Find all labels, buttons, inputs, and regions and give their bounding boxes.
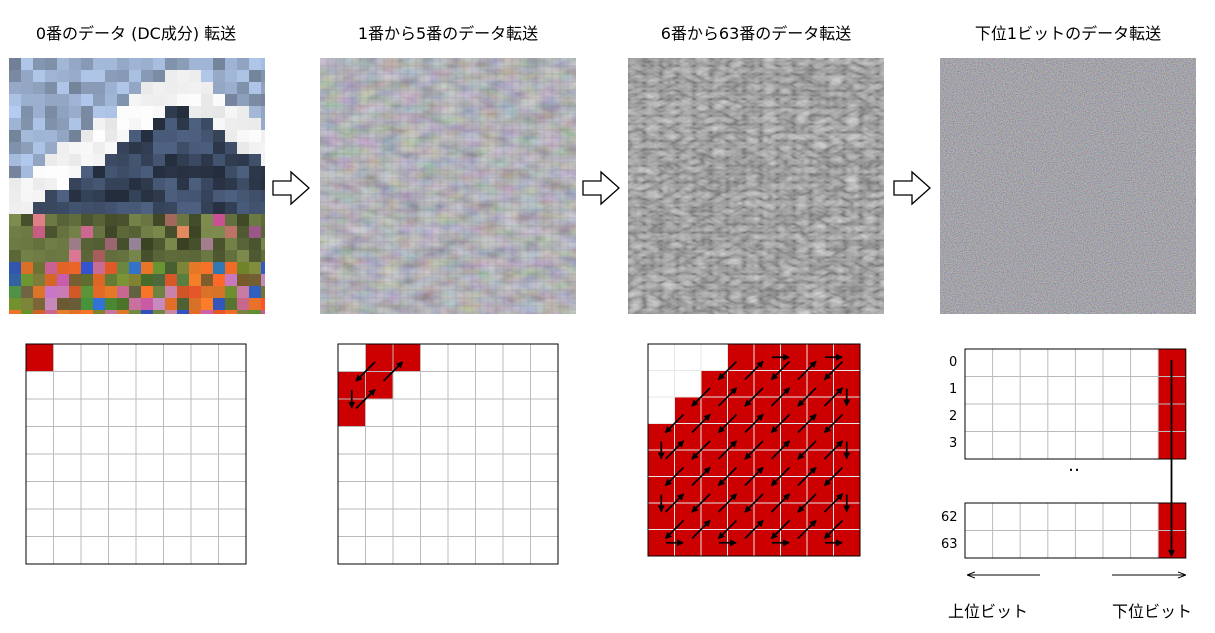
zigzag-arrow (770, 387, 791, 407)
dct-grid-low (337, 343, 559, 565)
msb-label: 上位ビット (948, 602, 1029, 621)
right-hollow-arrow-icon (893, 170, 931, 206)
zigzag-arrow (770, 413, 791, 434)
row-label-3: 3 (949, 436, 958, 451)
zigzag-arrow (691, 387, 711, 407)
row-label-63: 63 (941, 537, 958, 552)
zigzag-arrow (797, 440, 817, 460)
stage-title-4: 下位1ビットのデータ転送 (974, 24, 1162, 43)
zigzag-arrow (823, 360, 844, 381)
zigzag-arrow (717, 440, 738, 460)
zigzag-arrow (691, 519, 711, 540)
zigzag-arrow (744, 387, 764, 407)
zigzag-arrow (797, 360, 817, 381)
zigzag-arrow (770, 519, 791, 540)
zigzag-arrow (744, 413, 764, 434)
zigzag-arrow (382, 361, 404, 382)
bit-table-top (964, 348, 1187, 460)
zigzag-arrow (797, 519, 817, 540)
bit-table-bottom (964, 502, 1187, 559)
row-label-0: 0 (949, 355, 958, 370)
dct-grid-high (647, 343, 861, 557)
zigzag-arrow (717, 493, 738, 513)
zigzag-arrow (691, 440, 711, 460)
row-label-1: 1 (949, 382, 958, 397)
zigzag-arrow (823, 413, 844, 434)
zigzag-arrow (744, 360, 764, 381)
zigzag-arrow (770, 493, 791, 513)
zigzag-arrow (823, 440, 844, 460)
row-label-2: 2 (949, 409, 958, 424)
zigzag-arrow (797, 413, 817, 434)
low-frequency-image (320, 58, 576, 314)
zigzag-arrow (664, 413, 685, 434)
zigzag-arrow (717, 413, 738, 434)
zigzag-arrow (797, 387, 817, 407)
zigzag-arrow (797, 493, 817, 513)
zigzag-arrow (691, 493, 711, 513)
zigzag-arrow (717, 519, 738, 540)
ellipsis: ‥ (1068, 455, 1081, 476)
zigzag-arrow (797, 466, 817, 487)
dct-grid-dc (25, 343, 247, 565)
zigzag-arrow (717, 387, 738, 407)
zigzag-arrow (355, 361, 376, 382)
zigzag-arrow (823, 387, 844, 407)
zigzag-arrow (823, 493, 844, 513)
zigzag-arrow (744, 440, 764, 460)
zigzag-arrow (664, 440, 685, 460)
zigzag-arrow (664, 519, 685, 540)
lsb-label: 下位ビット (1112, 602, 1193, 621)
row-label-62: 62 (941, 510, 958, 525)
dc-component-image (9, 58, 265, 314)
zigzag-arrow (744, 519, 764, 540)
zigzag-arrow (744, 466, 764, 487)
zigzag-arrow (691, 413, 711, 434)
zigzag-arrow (664, 466, 685, 487)
high-frequency-image (628, 58, 884, 314)
zigzag-arrow (823, 466, 844, 487)
zigzag-arrow (691, 466, 711, 487)
zigzag-arrow (823, 519, 844, 540)
zigzag-arrow (717, 360, 738, 381)
lsb-noise-image (940, 58, 1196, 314)
zigzag-arrow (744, 493, 764, 513)
right-hollow-arrow-icon (582, 170, 620, 206)
zigzag-cell (26, 344, 54, 372)
stage-title-1: 0番のデータ (DC成分) 転送 (35, 24, 237, 43)
right-hollow-arrow-icon (272, 170, 310, 206)
bit-direction-arrows (968, 360, 1185, 575)
zigzag-arrow (717, 466, 738, 487)
zigzag-arrow (770, 440, 791, 460)
zigzag-arrow (770, 360, 791, 381)
zigzag-arrow (355, 388, 376, 410)
stage-title-2: 1番から5番のデータ転送 (357, 24, 539, 43)
zigzag-arrow (664, 493, 685, 513)
zigzag-arrow (770, 466, 791, 487)
stage-title-3: 6番から63番のデータ転送 (660, 24, 852, 43)
